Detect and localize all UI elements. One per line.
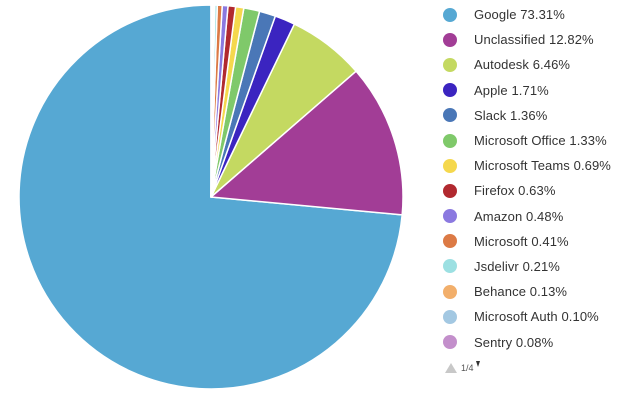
legend-label: Microsoft 0.41%: [474, 233, 569, 249]
legend-item-microsoft-office[interactable]: Microsoft Office 1.33%: [443, 128, 641, 153]
pie-chart-plot: [18, 4, 404, 390]
legend-item-behance[interactable]: Behance 0.13%: [443, 279, 641, 304]
legend-swatch-icon: [443, 158, 457, 173]
legend-label: Jsdelivr 0.21%: [474, 258, 560, 274]
legend-swatch-icon: [443, 108, 457, 123]
legend-item-microsoft-auth[interactable]: Microsoft Auth 0.10%: [443, 304, 641, 329]
legend-swatch-icon: [443, 234, 457, 249]
legend-swatch-icon: [443, 209, 457, 224]
legend-item-firefox[interactable]: Firefox 0.63%: [443, 178, 641, 203]
legend-item-unclassified[interactable]: Unclassified 12.82%: [443, 27, 641, 52]
legend-swatch-icon: [443, 183, 457, 198]
legend-item-slack[interactable]: Slack 1.36%: [443, 103, 641, 128]
legend-item-apple[interactable]: Apple 1.71%: [443, 78, 641, 103]
legend-item-amazon[interactable]: Amazon 0.48%: [443, 204, 641, 229]
legend-label: Firefox 0.63%: [474, 183, 556, 199]
legend-label: Sentry 0.08%: [474, 334, 554, 350]
legend-label: Unclassified 12.82%: [474, 32, 594, 48]
legend-swatch-icon: [443, 133, 457, 148]
legend-item-autodesk[interactable]: Autodesk 6.46%: [443, 52, 641, 77]
legend-swatch-icon: [443, 335, 457, 350]
legend-label: Amazon 0.48%: [474, 208, 564, 224]
legend-swatch-icon: [443, 284, 457, 299]
legend-label: Microsoft Auth 0.10%: [474, 309, 599, 325]
legend-item-microsoft-teams[interactable]: Microsoft Teams 0.69%: [443, 153, 641, 178]
legend-label: Google 73.31%: [474, 7, 565, 23]
legend-label: Slack 1.36%: [474, 107, 548, 123]
legend-item-google[interactable]: Google 73.31%: [443, 2, 641, 27]
legend-swatch-icon: [443, 259, 457, 274]
chart-legend: Google 73.31% Unclassified 12.82% Autodesk…: [443, 2, 641, 378]
legend-item-jsdelivr[interactable]: Jsdelivr 0.21%: [443, 254, 641, 279]
legend-swatch-icon: [443, 57, 457, 72]
legend-page-indicator: 1/4: [461, 362, 474, 373]
pie-slice-sentry[interactable]: [210, 4, 213, 198]
legend-item-sentry[interactable]: Sentry 0.08%: [443, 329, 641, 354]
legend-swatch-icon: [443, 32, 457, 47]
pie-slice-unclassified[interactable]: [210, 70, 404, 216]
legend-swatch-icon: [443, 83, 457, 98]
legend-items: Google 73.31% Unclassified 12.82% Autodesk…: [443, 2, 641, 355]
legend-item-microsoft[interactable]: Microsoft 0.41%: [443, 229, 641, 254]
legend-swatch-icon: [443, 7, 457, 22]
legend-prev-page-icon[interactable]: [445, 362, 457, 373]
legend-label: Microsoft Teams 0.69%: [474, 158, 611, 174]
legend-label: Apple 1.71%: [474, 82, 549, 98]
legend-swatch-icon: [443, 309, 457, 324]
legend-label: Microsoft Office 1.33%: [474, 133, 607, 149]
legend-next-page-icon[interactable]: [475, 360, 480, 367]
legend-pager: 1/4: [443, 358, 641, 378]
legend-label: Behance 0.13%: [474, 284, 568, 300]
legend-label: Autodesk 6.46%: [474, 57, 571, 73]
